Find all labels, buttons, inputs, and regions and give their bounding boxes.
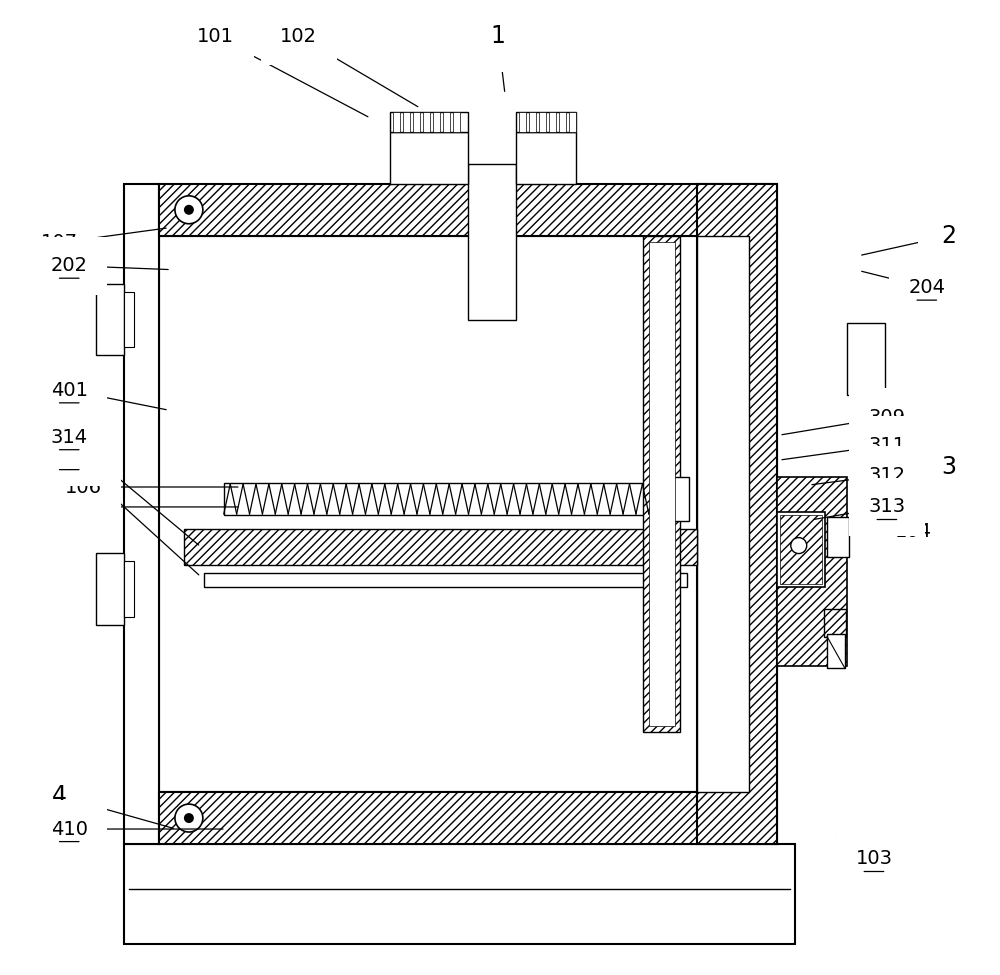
Text: 314: 314	[51, 428, 88, 447]
Bar	[519, 112, 526, 132]
Bar	[824, 608, 846, 637]
Bar	[827, 517, 849, 557]
Text: 108: 108	[51, 448, 88, 467]
Bar	[847, 324, 885, 395]
Circle shape	[175, 804, 203, 832]
Bar	[184, 528, 697, 565]
Bar	[643, 236, 680, 732]
Bar	[697, 236, 749, 792]
Circle shape	[175, 196, 203, 223]
Circle shape	[791, 537, 807, 554]
Bar	[468, 164, 516, 321]
Circle shape	[184, 813, 194, 823]
Text: 401: 401	[51, 381, 88, 400]
Text: 103: 103	[855, 849, 892, 869]
Text: 104: 104	[895, 523, 932, 541]
Bar	[433, 112, 440, 132]
Text: 106: 106	[65, 478, 102, 496]
Text: 105: 105	[65, 497, 102, 517]
Bar	[516, 112, 576, 132]
Bar	[159, 792, 777, 844]
Bar	[124, 561, 134, 616]
Text: 312: 312	[868, 465, 905, 485]
Bar	[390, 132, 468, 184]
Bar	[777, 477, 847, 667]
Bar	[777, 512, 825, 587]
Bar	[516, 132, 576, 184]
Text: 204: 204	[908, 278, 945, 297]
Text: 102: 102	[280, 26, 317, 46]
Text: 2: 2	[941, 223, 956, 248]
Bar	[224, 483, 687, 515]
Circle shape	[184, 205, 194, 214]
Bar	[159, 184, 777, 236]
Text: 311: 311	[868, 436, 905, 454]
Text: 202: 202	[51, 256, 88, 275]
Bar	[96, 553, 124, 625]
Bar	[670, 477, 689, 521]
Bar	[780, 515, 822, 584]
Bar	[827, 634, 845, 669]
Text: 3: 3	[941, 455, 956, 479]
Text: 313: 313	[868, 497, 905, 517]
Bar	[697, 184, 777, 844]
Bar	[393, 112, 400, 132]
Bar	[529, 112, 536, 132]
Bar	[124, 184, 159, 844]
Bar	[443, 112, 450, 132]
Text: 4: 4	[52, 784, 67, 808]
Bar	[204, 572, 687, 587]
Bar	[124, 844, 795, 944]
Bar	[549, 112, 556, 132]
Bar	[96, 284, 124, 355]
Bar	[390, 112, 468, 132]
Text: 309: 309	[868, 408, 905, 427]
Text: 410: 410	[51, 820, 88, 838]
Text: 1: 1	[491, 24, 505, 49]
Text: 107: 107	[41, 233, 78, 253]
Bar	[539, 112, 546, 132]
Bar	[124, 292, 134, 347]
Bar	[423, 112, 430, 132]
Bar	[403, 112, 410, 132]
Text: 101: 101	[197, 26, 234, 46]
Bar	[159, 236, 777, 792]
Bar	[413, 112, 420, 132]
Bar	[453, 112, 460, 132]
Bar	[569, 112, 576, 132]
Bar	[649, 242, 675, 726]
Bar	[559, 112, 566, 132]
